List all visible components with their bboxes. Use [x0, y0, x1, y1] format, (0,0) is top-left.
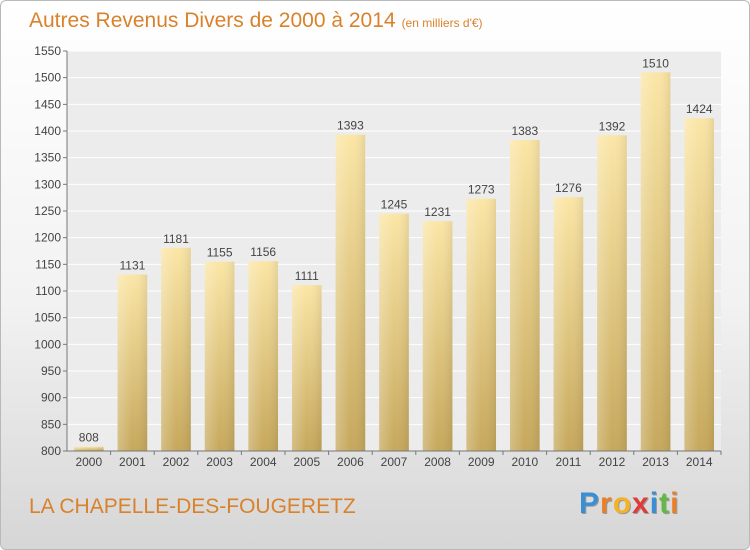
bar-layer: 808 1131 1181 1155 1156 1111 1393 1245 1231 1273 1…: [73, 56, 715, 452]
x-tick-label-2004: 2004: [250, 455, 277, 469]
x-tick-label-2008: 2008: [424, 455, 451, 469]
data-label-2002: 1181: [163, 232, 189, 246]
y-tick-label: 850: [41, 417, 61, 431]
proxiti-logo[interactable]: Proxiti: [579, 487, 679, 521]
y-tick-label: 1450: [34, 97, 61, 111]
data-label-2000: 808: [79, 431, 99, 445]
data-label-2003: 1155: [207, 246, 233, 260]
x-tick-label-2011: 2011: [555, 455, 581, 469]
data-label-2006: 1393: [337, 119, 364, 133]
location-name: LA CHAPELLE-DES-FOUGERETZ: [29, 495, 356, 518]
data-label-2012: 1392: [599, 119, 626, 133]
bar-shade-2013: [640, 72, 671, 451]
data-label-2010: 1383: [511, 124, 538, 138]
x-tick-label-2000: 2000: [75, 455, 102, 469]
bar-shade-2010: [509, 140, 540, 452]
bar-shade-2014: [684, 118, 715, 451]
x-tick-label-2007: 2007: [381, 455, 408, 469]
data-label-2008: 1231: [424, 205, 451, 219]
x-tick-label-2012: 2012: [599, 455, 626, 469]
bar-shade-2008: [422, 221, 453, 451]
y-tick-label: 1000: [34, 337, 61, 351]
bar-shade-2003: [204, 261, 235, 451]
x-tick-label-2005: 2005: [293, 455, 320, 469]
logo-letter: i: [670, 487, 680, 520]
y-tick-label: 1250: [34, 204, 61, 218]
data-label-2014: 1424: [686, 102, 713, 116]
bar-shade-2009: [466, 198, 497, 451]
x-tick-label-2013: 2013: [642, 455, 669, 469]
y-tick-label: 1550: [34, 44, 61, 58]
logo-letter: x: [632, 487, 650, 520]
logo-letter: P: [579, 487, 601, 520]
x-tick-label-2006: 2006: [337, 455, 364, 469]
x-tick-label-2009: 2009: [468, 455, 495, 469]
bar-shade-2002: [161, 247, 191, 451]
x-tick-label-2003: 2003: [206, 455, 233, 469]
bar-shade-2001: [117, 274, 148, 451]
data-label-2007: 1245: [381, 198, 408, 212]
y-tick-label: 900: [41, 391, 61, 405]
bar-shade-2006: [335, 134, 366, 451]
y-tick-label: 1500: [34, 71, 61, 85]
y-tick-label: 1050: [34, 311, 61, 325]
data-label-2013: 1510: [642, 56, 669, 70]
y-tick-label: 1300: [34, 177, 61, 191]
y-tick-label: 950: [41, 364, 61, 378]
y-tick-label: 1100: [35, 284, 61, 298]
logo-letter: r: [600, 487, 613, 520]
bar-shade-2012: [597, 135, 627, 451]
logo-letter: o: [612, 487, 633, 520]
data-label-2011: 1276: [555, 181, 582, 195]
y-tick-label: 800: [41, 444, 61, 458]
bar-shade-2000: [73, 446, 104, 451]
data-label-2001: 1131: [119, 258, 145, 272]
chart-title-text: Autres Revenus Divers de 2000 à 2014: [29, 9, 396, 32]
y-tick-label: 1400: [34, 124, 61, 138]
y-tick-label: 1350: [34, 151, 61, 165]
chart-title: Autres Revenus Divers de 2000 à 2014 (en …: [29, 9, 483, 33]
bar-shade-2004: [248, 261, 279, 451]
x-tick-label-2002: 2002: [163, 455, 190, 469]
bar-shade-2007: [379, 213, 409, 451]
data-label-2005: 1111: [295, 269, 319, 283]
data-label-2004: 1156: [250, 245, 276, 259]
axis-layer: 800 850 900 950 1000 1050 1100 1150 1200 1250 1300…: [34, 44, 722, 469]
bar-shade-2011: [553, 197, 584, 451]
bar-shade-2005: [291, 285, 322, 451]
y-tick-label: 1200: [34, 231, 61, 245]
y-tick-label: 1150: [35, 257, 61, 271]
x-tick-label-2001: 2001: [119, 455, 146, 469]
x-tick-label-2010: 2010: [511, 455, 538, 469]
chart-unit: (en milliers d'€): [401, 16, 483, 30]
logo-letter: i: [649, 487, 660, 520]
logo-letter: t: [659, 487, 671, 520]
data-label-2009: 1273: [468, 183, 495, 197]
x-tick-label-2014: 2014: [686, 455, 713, 469]
